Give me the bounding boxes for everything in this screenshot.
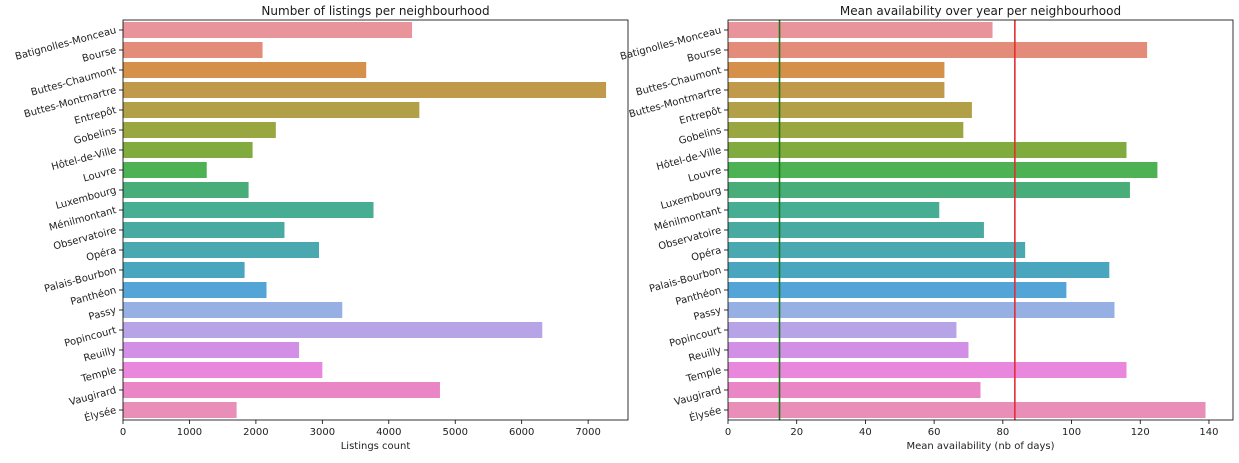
y-tick-label: Entrepôt	[73, 104, 118, 127]
bar	[123, 142, 253, 158]
bar	[123, 202, 374, 218]
bar	[123, 182, 249, 198]
bar	[728, 182, 1130, 198]
x-tick-label: 80	[996, 427, 1009, 438]
x-tick-label: 5000	[443, 427, 468, 438]
x-tick-label: 0	[725, 427, 731, 438]
bar	[123, 262, 245, 278]
y-tick-label: Entrepôt	[678, 104, 723, 127]
bar	[123, 242, 320, 258]
bar	[123, 122, 276, 138]
y-tick-label: Bourse	[81, 45, 117, 65]
bar	[123, 402, 237, 418]
x-tick-label: 6000	[509, 427, 534, 438]
bar	[728, 342, 969, 358]
x-tick-label: 3000	[310, 427, 335, 438]
x-tick-label: 60	[928, 427, 941, 438]
bar	[123, 342, 300, 358]
y-tick-label: Gobelins	[73, 125, 118, 147]
x-tick-label: 2000	[243, 427, 268, 438]
y-tick-label: Reuilly	[688, 345, 723, 364]
x-axis-label: Listings count	[341, 441, 411, 452]
y-tick-label: Opéra	[690, 244, 723, 264]
bar	[728, 142, 1127, 158]
x-tick-label: 20	[790, 427, 803, 438]
chart-panel-2: 0 20 40 60 80 100 120 140Batignolles-MonceauBou…	[619, 4, 1234, 452]
x-tick-label: 40	[859, 427, 872, 438]
x-tick-label: 0	[120, 427, 126, 438]
x-tick-label: 1000	[177, 427, 202, 438]
bar	[123, 222, 285, 238]
bar	[728, 202, 940, 218]
y-tick-label: Passy	[88, 305, 118, 323]
bar	[123, 322, 543, 338]
axes-frame	[122, 19, 629, 421]
x-tick-label: 7000	[575, 427, 600, 438]
bar	[728, 162, 1158, 178]
bar	[123, 42, 263, 58]
bar	[123, 302, 343, 318]
x-tick-label: 120	[1131, 427, 1150, 438]
chart-panel-1: 0 1000 2000 3000 4000 5000 6000 7000Batignolles…	[14, 4, 629, 452]
bar	[728, 102, 972, 118]
y-tick-label: Gobelins	[678, 125, 723, 147]
bar	[123, 382, 440, 398]
chart-title: Number of listings per neighbourhood	[261, 4, 489, 18]
y-tick-label: Louvre	[687, 165, 723, 184]
bar	[728, 262, 1110, 278]
x-tick-label: 100	[1062, 427, 1081, 438]
y-tick-label: Temple	[684, 365, 722, 385]
x-tick-label: 4000	[376, 427, 401, 438]
y-tick-label: Vaugirard	[68, 385, 117, 408]
bar	[123, 62, 367, 78]
bar	[728, 402, 1206, 418]
y-tick-label: Bourse	[686, 45, 722, 65]
bar	[728, 362, 1127, 378]
bar	[728, 382, 981, 398]
y-tick-label: Opéra	[85, 244, 118, 264]
bar	[123, 102, 420, 118]
y-tick-label: Louvre	[82, 165, 118, 184]
bar	[728, 322, 957, 338]
bar	[728, 222, 984, 238]
y-tick-label: Reuilly	[83, 345, 118, 364]
y-tick-label: Panthéon	[674, 284, 722, 308]
y-tick-label: Vaugirard	[673, 385, 722, 408]
bar	[123, 162, 207, 178]
bar	[728, 242, 1026, 258]
bar	[123, 362, 323, 378]
y-tick-label: Passy	[693, 305, 723, 323]
bar	[728, 302, 1115, 318]
bar	[728, 282, 1067, 298]
y-tick-label: Panthéon	[69, 284, 117, 308]
bar	[123, 282, 267, 298]
x-axis-label: Mean availability (nb of days)	[906, 441, 1054, 452]
y-tick-label: Élysée	[688, 403, 723, 424]
y-tick-label: Élysée	[83, 403, 118, 424]
bar	[123, 82, 607, 98]
x-tick-label: 140	[1199, 427, 1218, 438]
axes-frame	[727, 19, 1234, 421]
chart-title: Mean availability over year per neighbou…	[840, 4, 1121, 18]
bar	[728, 42, 1148, 58]
bar	[728, 82, 945, 98]
bar	[123, 22, 413, 38]
bar	[728, 122, 964, 138]
y-tick-label: Temple	[79, 365, 117, 385]
bar	[728, 62, 945, 78]
bar	[728, 22, 993, 38]
